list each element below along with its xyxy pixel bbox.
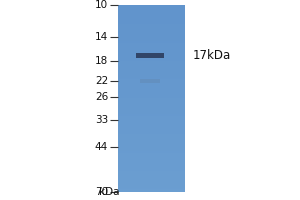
Text: 26: 26 xyxy=(95,92,108,102)
Text: 17kDa: 17kDa xyxy=(193,49,231,62)
Text: 44: 44 xyxy=(95,142,108,152)
Text: 14: 14 xyxy=(95,32,108,42)
Bar xyxy=(140,79,160,83)
Text: 33: 33 xyxy=(95,115,108,125)
Text: kDa: kDa xyxy=(99,187,119,197)
Text: 10: 10 xyxy=(95,0,108,10)
Bar xyxy=(136,53,164,58)
Text: 18: 18 xyxy=(95,56,108,66)
Text: 70: 70 xyxy=(95,187,108,197)
Text: 22: 22 xyxy=(95,76,108,86)
